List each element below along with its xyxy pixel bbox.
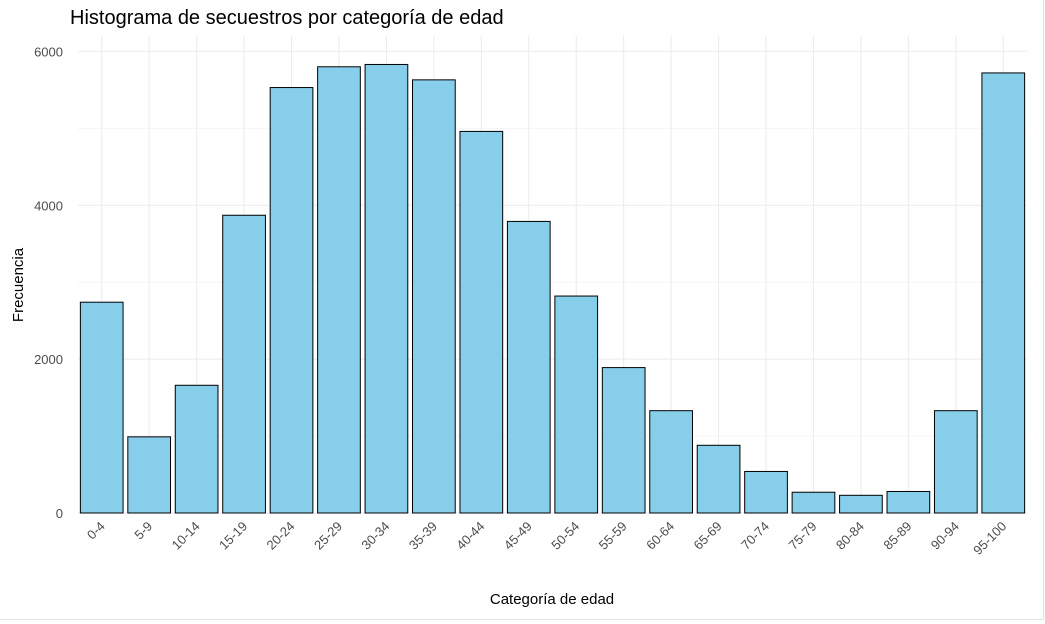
bars-group [79,63,1026,514]
bar-45-49 [506,220,551,514]
x-tick-label: 10-14 [169,519,203,553]
x-tick-label: 70-74 [738,519,772,553]
x-tick-label: 75-79 [785,519,819,553]
y-axis-title: Frecuencia [10,247,27,322]
bar-40-44 [459,130,504,514]
y-tick-label: 0 [56,506,63,521]
x-tick-label: 40-44 [453,519,487,553]
x-tick-label: 45-49 [501,519,535,553]
x-tick-label: 60-64 [643,519,677,553]
x-tick-label: 35-39 [406,519,440,553]
bar-70-74 [744,470,788,514]
bar-30-34 [364,63,409,514]
x-tick-label: 85-89 [880,519,914,553]
x-tick-label: 20-24 [264,519,298,553]
x-tick-label: 5-9 [131,519,155,543]
bar-20-24 [269,87,314,514]
x-tick-label: 25-29 [311,519,345,553]
x-tick-label: 90-94 [928,519,962,553]
bar-35-39 [412,79,456,514]
bar-95-100 [981,72,1026,514]
bar-75-79 [791,491,836,514]
bar-65-69 [696,444,741,514]
bar-85-89 [886,490,931,514]
bar-0-4 [79,301,124,514]
x-axis-ticks: 0-4 5-9 10-14 15-19 20-24 25-29 30-34 35-39 40-4… [84,519,1009,558]
bar-55-59 [601,367,646,514]
bar-50-54 [554,295,599,514]
bar-60-64 [649,410,693,514]
x-tick-label: 50-54 [548,519,582,553]
x-tick-label: 55-59 [596,519,630,553]
bar-5-9 [127,436,172,514]
x-tick-label: 65-69 [691,519,725,553]
grid-lines [78,36,1027,514]
chart-title: Histograma de secuestros por categoría d… [70,7,504,29]
x-tick-label: 15-19 [216,519,250,553]
y-axis-ticks: 0 2000 4000 6000 [34,44,63,521]
bar-10-14 [174,384,219,514]
bar-15-19 [222,214,266,514]
bar-90-94 [933,410,978,514]
x-axis-title: Categoría de edad [490,591,614,608]
x-tick-label: 95-100 [970,519,1009,558]
y-tick-label: 2000 [34,352,63,367]
x-tick-label: 0-4 [84,519,108,543]
x-tick-label: 80-84 [833,519,867,553]
y-tick-label: 4000 [34,198,63,213]
x-tick-label: 30-34 [358,519,392,553]
bar-25-29 [317,66,361,514]
y-tick-label: 6000 [34,44,63,59]
bar-80-84 [839,494,883,514]
